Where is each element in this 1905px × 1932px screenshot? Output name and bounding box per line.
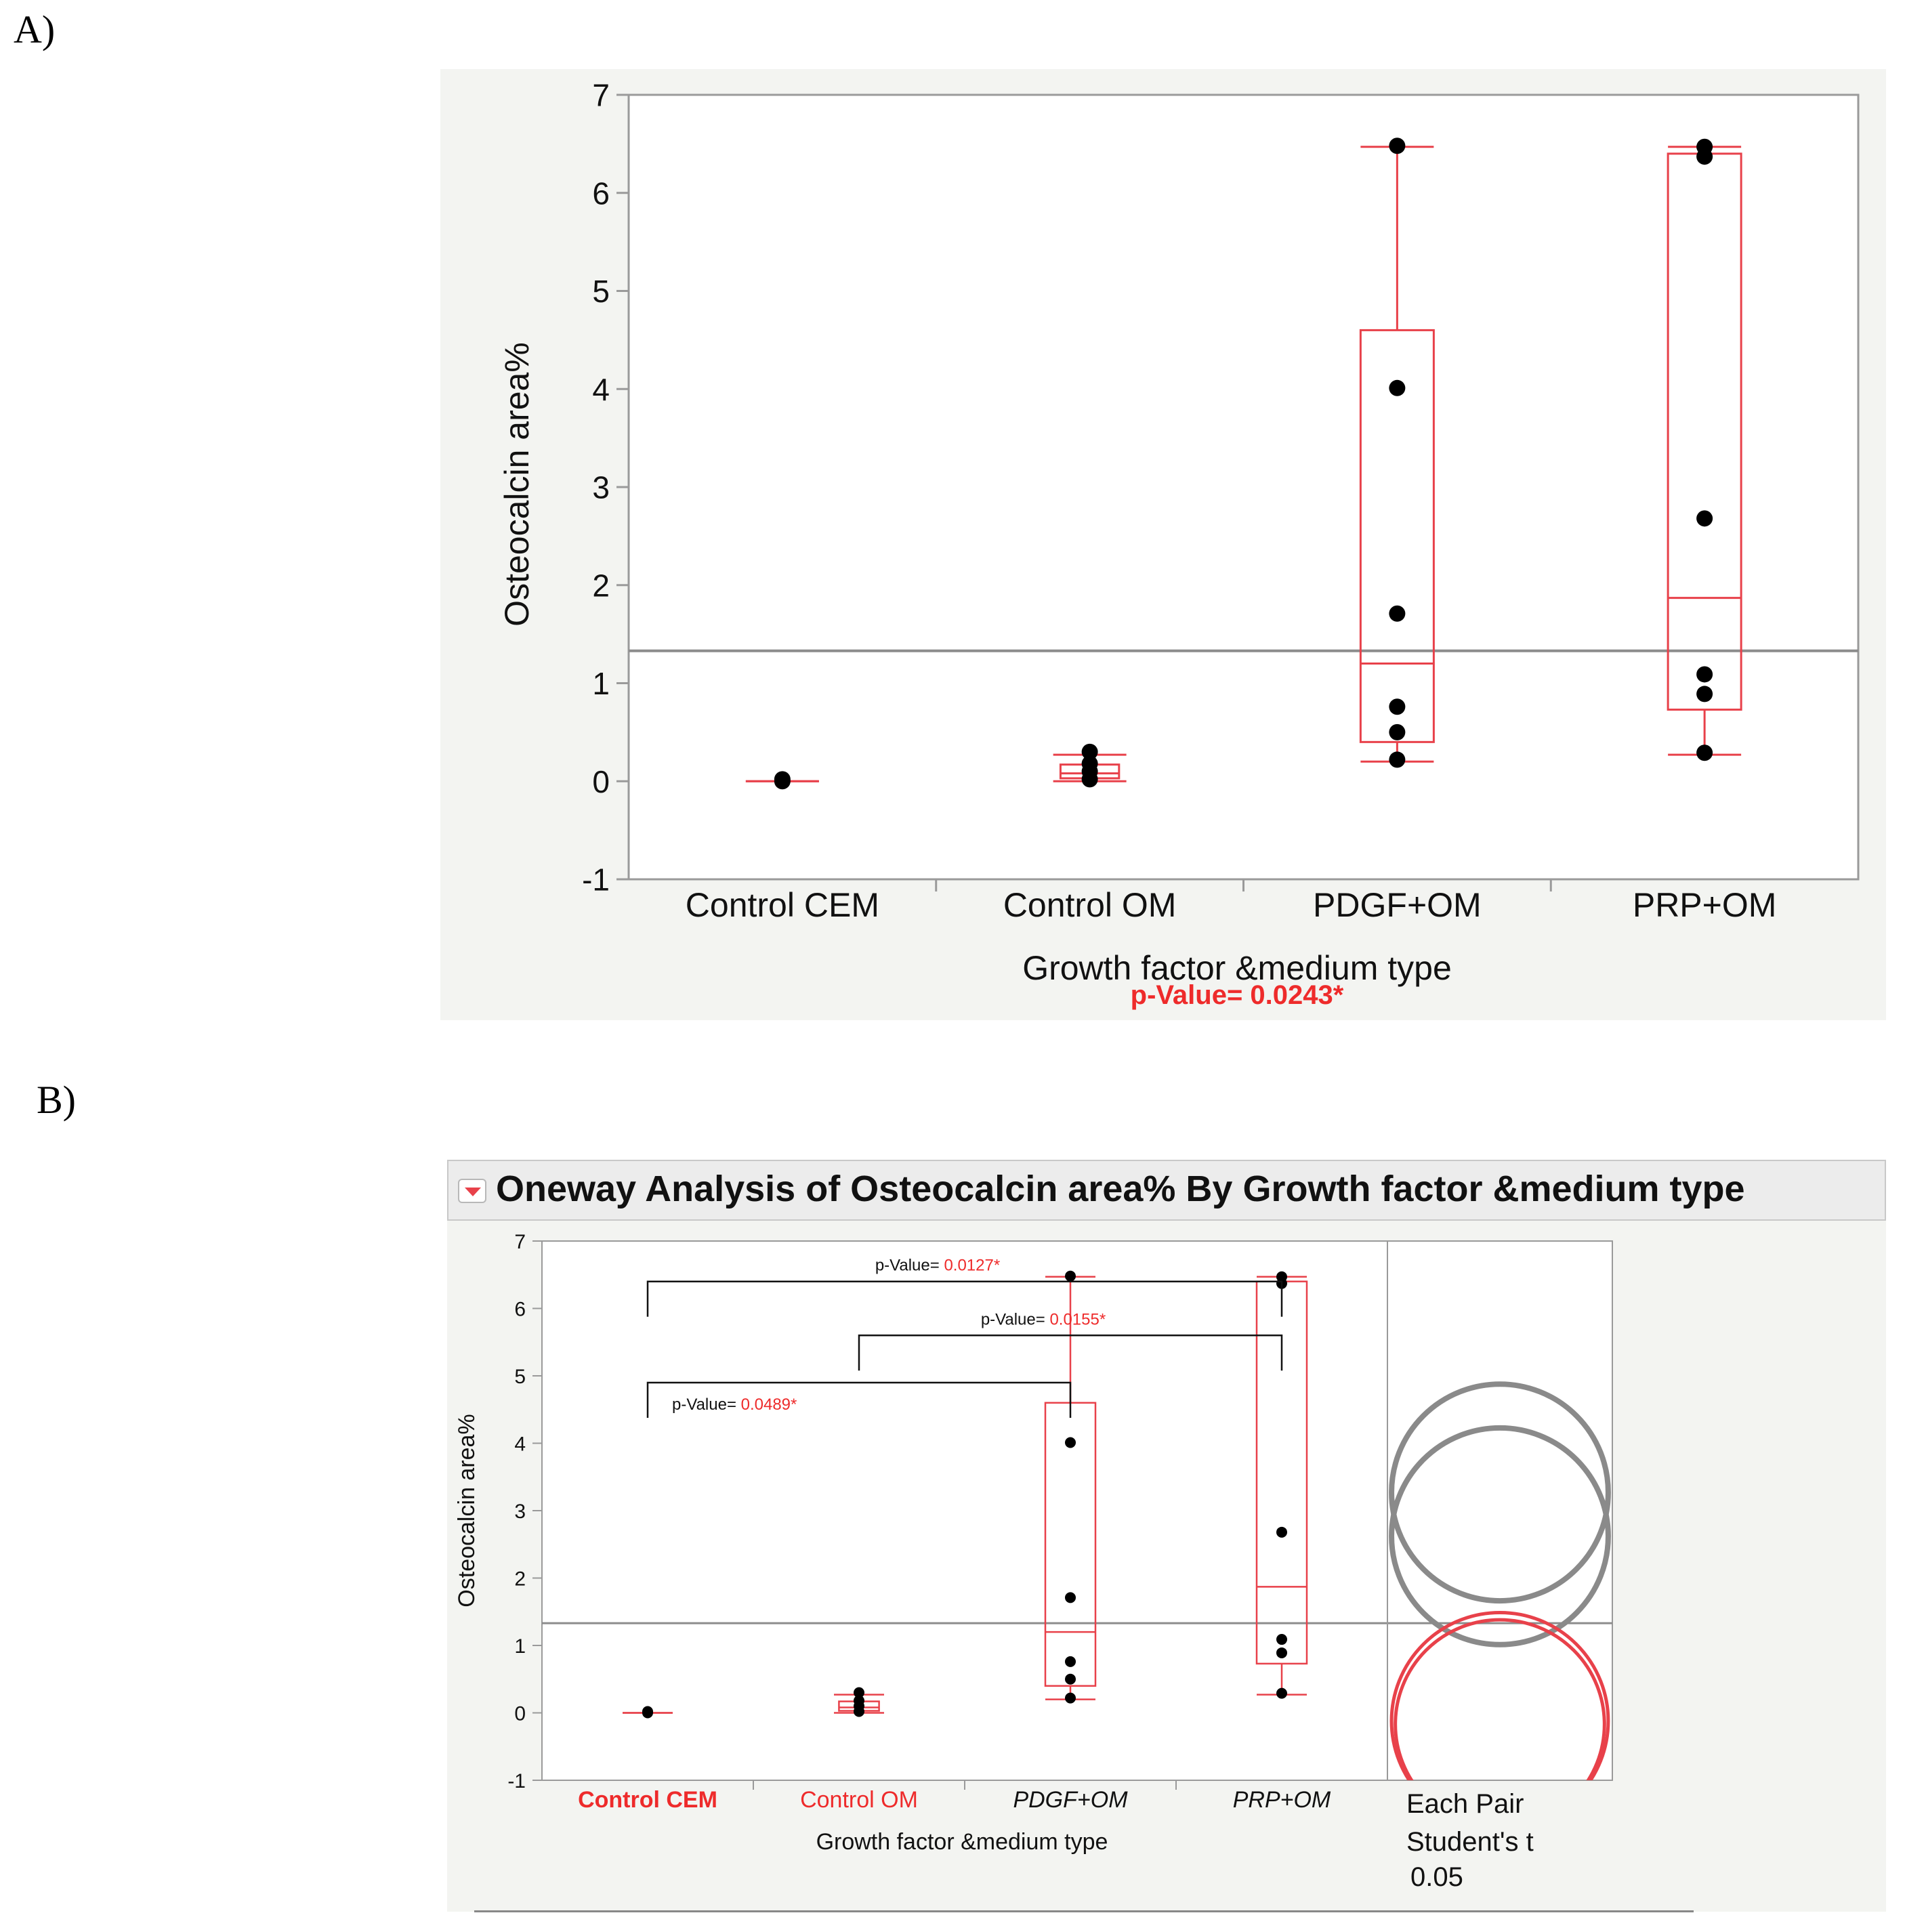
significance-bracket xyxy=(646,1280,1283,1317)
x-category-label: Control CEM xyxy=(686,886,879,924)
y-tick-label: 4 xyxy=(592,372,610,407)
data-point xyxy=(1389,723,1406,740)
disclosure-triangle-icon[interactable] xyxy=(458,1179,486,1203)
comparison-circle xyxy=(1389,1381,1611,1604)
circles-caption-line3: 0.05 xyxy=(1410,1862,1463,1892)
bracket-p-value-prefix: p-Value= xyxy=(875,1257,944,1275)
x-category-label: Control OM xyxy=(1003,886,1177,924)
data-point xyxy=(1389,379,1406,396)
bracket-p-value-label: p-Value= 0.0127* xyxy=(875,1257,1000,1275)
bracket-p-value: 0.0155* xyxy=(1049,1310,1106,1328)
data-point xyxy=(1065,1692,1076,1704)
y-tick-label: 2 xyxy=(514,1568,526,1590)
y-tick-label: 7 xyxy=(592,78,610,113)
y-tick-label: 1 xyxy=(592,666,610,701)
p-value-annotation: p-Value= 0.0243* xyxy=(1131,980,1344,1010)
y-tick-label: 5 xyxy=(592,274,610,309)
y-tick-label: 4 xyxy=(514,1433,526,1455)
circles-caption-line1: Each Pair xyxy=(1406,1789,1524,1819)
data-point xyxy=(1276,1634,1287,1645)
x-category-label: PRP+OM xyxy=(1233,1787,1331,1813)
significance-bracket xyxy=(646,1381,1072,1418)
panel-b-title: Oneway Analysis of Osteocalcin area% By … xyxy=(496,1169,1745,1209)
data-point xyxy=(1276,1647,1287,1658)
data-point xyxy=(1276,1687,1287,1699)
data-point xyxy=(854,1687,864,1698)
data-point xyxy=(1276,1526,1287,1538)
significance-bracket xyxy=(858,1335,1283,1371)
comparison-circles-frame xyxy=(1387,1240,1613,1781)
x-category-label: PDGF+OM xyxy=(1013,1787,1128,1813)
y-tick-label: -1 xyxy=(507,1770,526,1792)
data-point xyxy=(1696,138,1713,155)
y-tick-label: 3 xyxy=(592,470,610,505)
comparison-circle xyxy=(1389,1425,1611,1647)
bottom-divider xyxy=(474,1910,1694,1912)
y-tick-label: 6 xyxy=(592,175,610,211)
panel-a-label: A) xyxy=(14,7,56,51)
y-tick-label: 3 xyxy=(514,1500,526,1523)
plot-frame xyxy=(541,1240,1388,1781)
x-category-label: PRP+OM xyxy=(1633,886,1777,924)
data-point xyxy=(1065,1592,1076,1603)
y-tick-label: 5 xyxy=(514,1366,526,1388)
data-point xyxy=(1065,1270,1076,1282)
data-point xyxy=(1065,1656,1076,1667)
data-point xyxy=(1696,686,1713,702)
panel-a-boxplot: -1 0 1 2 3 4 5 6 7 Control CEM Control OM PDGF+OM PR… xyxy=(498,78,1860,1010)
y-axis-title: Osteocalcin area% xyxy=(498,342,536,627)
data-point xyxy=(1389,605,1406,622)
box-iqr xyxy=(1359,329,1435,743)
bracket-p-value-prefix: p-Value= xyxy=(981,1310,1050,1328)
data-point xyxy=(1696,744,1713,761)
comparison-circle xyxy=(1394,1618,1606,1780)
data-point xyxy=(642,1706,653,1717)
data-point xyxy=(1389,698,1406,715)
y-tick-label: 1 xyxy=(514,1635,526,1658)
data-point xyxy=(1389,138,1406,154)
y-tick-label: 0 xyxy=(514,1702,526,1725)
y-tick-label: 7 xyxy=(514,1231,526,1253)
plot-frame xyxy=(627,93,1860,881)
data-point xyxy=(1065,1437,1076,1448)
data-point xyxy=(1276,1271,1287,1282)
panel-b-label: B) xyxy=(37,1078,76,1122)
circles-caption-line2: Student's t xyxy=(1406,1827,1534,1857)
y-tick-label: -1 xyxy=(582,862,610,898)
data-point xyxy=(1389,751,1406,768)
panel-b-header: Oneway Analysis of Osteocalcin area% By … xyxy=(447,1160,1886,1221)
data-point xyxy=(774,771,791,788)
y-tick-label: 0 xyxy=(592,764,610,799)
y-tick-label: 2 xyxy=(592,568,610,603)
y-axis-title: Osteocalcin area% xyxy=(454,1414,480,1607)
x-category-label: PDGF+OM xyxy=(1313,886,1482,924)
bracket-p-value-label: p-Value= 0.0155* xyxy=(981,1310,1106,1328)
bracket-p-value: 0.0127* xyxy=(944,1257,1000,1275)
x-category-label: Control OM xyxy=(800,1787,918,1813)
x-axis-title: Growth factor &medium type xyxy=(1022,949,1452,987)
data-point xyxy=(1081,755,1098,772)
bracket-p-value-prefix: p-Value= xyxy=(672,1395,741,1414)
bracket-p-value: 0.0489* xyxy=(741,1395,797,1414)
x-category-label: Control CEM xyxy=(578,1787,717,1813)
bracket-p-value-label: p-Value= 0.0489* xyxy=(672,1395,797,1414)
x-axis-title: Growth factor &medium type xyxy=(816,1829,1108,1855)
data-point xyxy=(1081,743,1098,760)
data-point xyxy=(1065,1673,1076,1685)
data-point xyxy=(1696,666,1713,683)
comparison-circle xyxy=(1389,1611,1610,1780)
data-point xyxy=(854,1695,864,1706)
y-tick-label: 6 xyxy=(514,1298,526,1320)
data-point xyxy=(1696,510,1713,527)
